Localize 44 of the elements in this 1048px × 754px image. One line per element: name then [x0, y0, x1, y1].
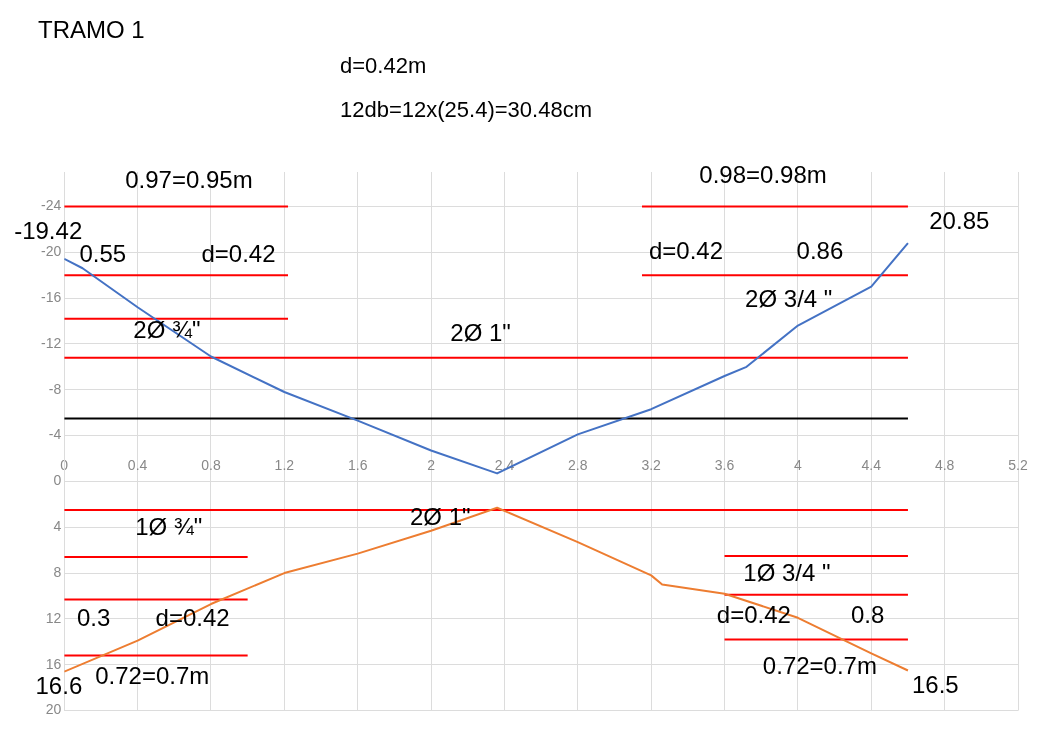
x-tick-label: 4	[794, 456, 802, 473]
annotation: 2Ø ¾"	[133, 315, 201, 343]
x-tick-label: 3.2	[641, 456, 662, 473]
x-tick-label: 2	[427, 456, 436, 473]
annotation: d=0.42	[716, 601, 791, 629]
annotation: 2Ø 1"	[450, 319, 511, 347]
data-label: 16.5	[911, 671, 959, 699]
x-tick-label: 2.8	[568, 456, 588, 473]
x-tick-label: 0.4	[127, 456, 148, 473]
annotation: 0.72=0.7m	[95, 661, 210, 689]
y-tick-label: -24	[41, 197, 62, 214]
chart-title: TRAMO 1	[37, 15, 146, 44]
annotation: 1Ø ¾"	[135, 513, 203, 541]
x-tick-label: 4.4	[861, 456, 882, 473]
y-tick-label: 0	[53, 472, 62, 489]
x-tick-label: 3.6	[714, 456, 735, 473]
annotation: d=0.42	[201, 240, 276, 268]
annotation: 0.86	[796, 236, 844, 264]
x-tick-label: 0.8	[201, 456, 221, 473]
y-tick-label: -8	[48, 380, 62, 397]
y-tick-label: -16	[41, 288, 62, 305]
y-tick-label: -12	[41, 334, 62, 351]
x-tick-label: 1.2	[274, 456, 295, 473]
annotation: 0.98=0.98m	[699, 161, 827, 189]
y-tick-label: 16	[45, 655, 62, 672]
annotation: d=0.42	[648, 236, 724, 264]
y-tick-label: 4	[53, 518, 62, 535]
annotation: 1Ø 3/4 "	[743, 558, 831, 586]
y-tick-label: -4	[48, 426, 62, 443]
y-tick-label: 12	[45, 609, 62, 626]
annotation: 0.3	[76, 603, 111, 631]
annotation: 0.8	[850, 601, 885, 629]
x-tick-label: 4.8	[934, 456, 955, 473]
annotation: 2Ø 3/4 "	[745, 284, 833, 312]
annotation: 20.85	[929, 207, 990, 235]
annotation: 0.97=0.95m	[125, 165, 253, 193]
y-tick-label: 8	[53, 563, 62, 580]
x-tick-label: 1.6	[347, 456, 368, 473]
annotation: 0.72=0.7m	[762, 651, 877, 679]
data-label: 16.6	[35, 672, 83, 700]
y-tick-label: 20	[45, 701, 62, 718]
y-tick-label: -20	[41, 243, 62, 260]
x-tick-label: 5.2	[1008, 456, 1028, 473]
chart-subtitle: d=0.42m 12db=12x(25.4)=30.48cm	[340, 52, 593, 124]
